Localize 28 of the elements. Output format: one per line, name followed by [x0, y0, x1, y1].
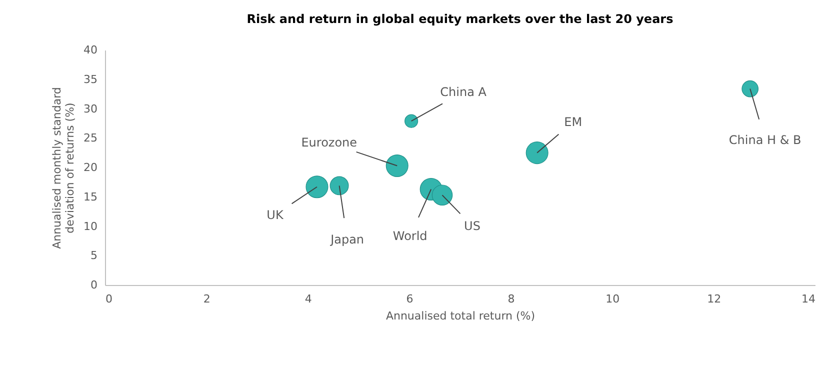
annotation: China H & B	[728, 132, 802, 147]
y-tick-label: 35	[84, 72, 98, 86]
y-tick-label: 15	[84, 190, 98, 204]
x-tick-label: 4	[304, 292, 312, 306]
x-tick-label: 2	[203, 292, 210, 306]
annotation: Eurozone	[301, 136, 358, 150]
x-tick-label: 0	[106, 292, 112, 306]
y-tick-label: 5	[90, 249, 98, 262]
y-tick-label: 0	[90, 278, 98, 292]
y-tick-label: 30	[84, 102, 98, 116]
y-tick-label: 10	[84, 220, 98, 233]
y-axis-title: Annualised monthly standard deviation of returns (%)	[50, 87, 77, 249]
x-axis-title: Annualised total return (%)	[386, 310, 536, 322]
annotation: EM	[564, 114, 582, 129]
annotation: US	[464, 219, 480, 234]
annotation: World	[392, 229, 428, 244]
annotation: UK	[266, 208, 284, 222]
y-tick-label: 40	[84, 44, 98, 56]
y-tick-label: 20	[84, 161, 98, 174]
chart-title: Risk and return in global equity markets over the last 20 years	[246, 12, 674, 26]
x-tick-label: 10	[606, 292, 620, 306]
x-tick-label: 14	[802, 292, 816, 306]
x-tick-label: 12	[707, 292, 722, 306]
annotation: Japan	[330, 232, 364, 247]
x-tick-label: 6	[406, 292, 414, 306]
y-tick-label: 25	[84, 132, 98, 145]
x-tick-label: 8	[508, 292, 515, 306]
annotation: China A	[440, 85, 488, 100]
